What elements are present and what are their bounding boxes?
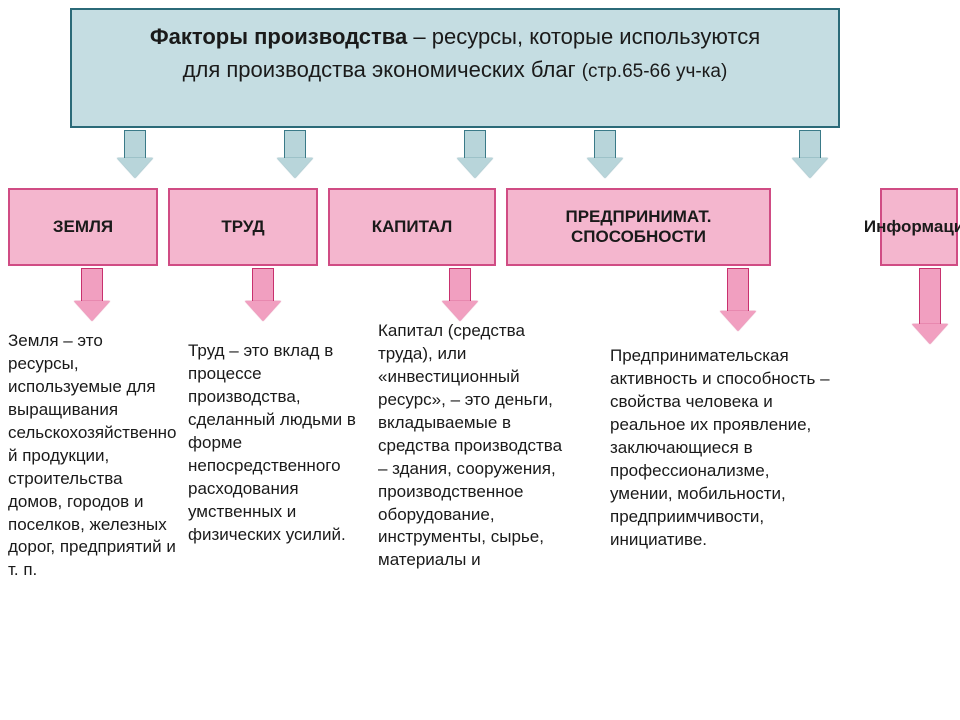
- arrow-head-icon: [720, 311, 756, 331]
- category-box: КАПИТАЛ: [328, 188, 496, 266]
- header-text-2: для производства экономических благ: [183, 57, 582, 82]
- arrow-down: [72, 268, 112, 325]
- arrow-down: [910, 268, 950, 348]
- header-title: Факторы производства: [150, 24, 407, 49]
- category-box: ТРУД: [168, 188, 318, 266]
- arrow-shaft: [594, 130, 616, 160]
- header-box: Факторы производства – ресурсы, которые …: [70, 8, 840, 128]
- arrow-down: [440, 268, 480, 325]
- arrow-head-icon: [792, 158, 828, 178]
- category-label: ЗЕМЛЯ: [53, 217, 113, 237]
- arrow-shaft: [124, 130, 146, 160]
- description-text: Предпринимательская активность и способн…: [610, 345, 830, 551]
- arrow-shaft: [449, 268, 471, 303]
- description-text: Труд – это вклад в процессе производства…: [188, 340, 358, 546]
- header-note: (стр.65-66 уч-ка): [582, 61, 728, 82]
- arrow-head-icon: [245, 301, 281, 321]
- description-text: Земля – это ресурсы, используемые для вы…: [8, 330, 178, 582]
- category-box: ЗЕМЛЯ: [8, 188, 158, 266]
- header-content: Факторы производства – ресурсы, которые …: [92, 20, 818, 87]
- arrow-shaft: [727, 268, 749, 313]
- category-label: ТРУД: [221, 217, 264, 237]
- arrow-head-icon: [277, 158, 313, 178]
- category-label: Информация: [864, 217, 960, 237]
- category-box: ПРЕДПРИНИМАТ. СПОСОБНОСТИ: [506, 188, 771, 266]
- arrow-shaft: [81, 268, 103, 303]
- arrow-down: [243, 268, 283, 325]
- arrow-down: [275, 130, 315, 182]
- arrow-head-icon: [912, 324, 948, 344]
- arrow-down: [585, 130, 625, 182]
- arrow-shaft: [284, 130, 306, 160]
- arrow-head-icon: [74, 301, 110, 321]
- category-box: Информация: [880, 188, 958, 266]
- arrow-head-icon: [457, 158, 493, 178]
- arrow-down: [455, 130, 495, 182]
- arrow-down: [115, 130, 155, 182]
- arrow-down: [718, 268, 758, 335]
- category-label: КАПИТАЛ: [372, 217, 453, 237]
- description-text: Капитал (средства труда), или «инвестици…: [378, 320, 568, 572]
- arrow-shaft: [464, 130, 486, 160]
- arrow-head-icon: [587, 158, 623, 178]
- header-text-1: – ресурсы, которые используются: [407, 24, 760, 49]
- category-label: ПРЕДПРИНИМАТ. СПОСОБНОСТИ: [514, 207, 763, 247]
- arrow-down: [790, 130, 830, 182]
- arrow-head-icon: [442, 301, 478, 321]
- arrow-shaft: [799, 130, 821, 160]
- arrow-shaft: [252, 268, 274, 303]
- arrow-shaft: [919, 268, 941, 326]
- arrow-head-icon: [117, 158, 153, 178]
